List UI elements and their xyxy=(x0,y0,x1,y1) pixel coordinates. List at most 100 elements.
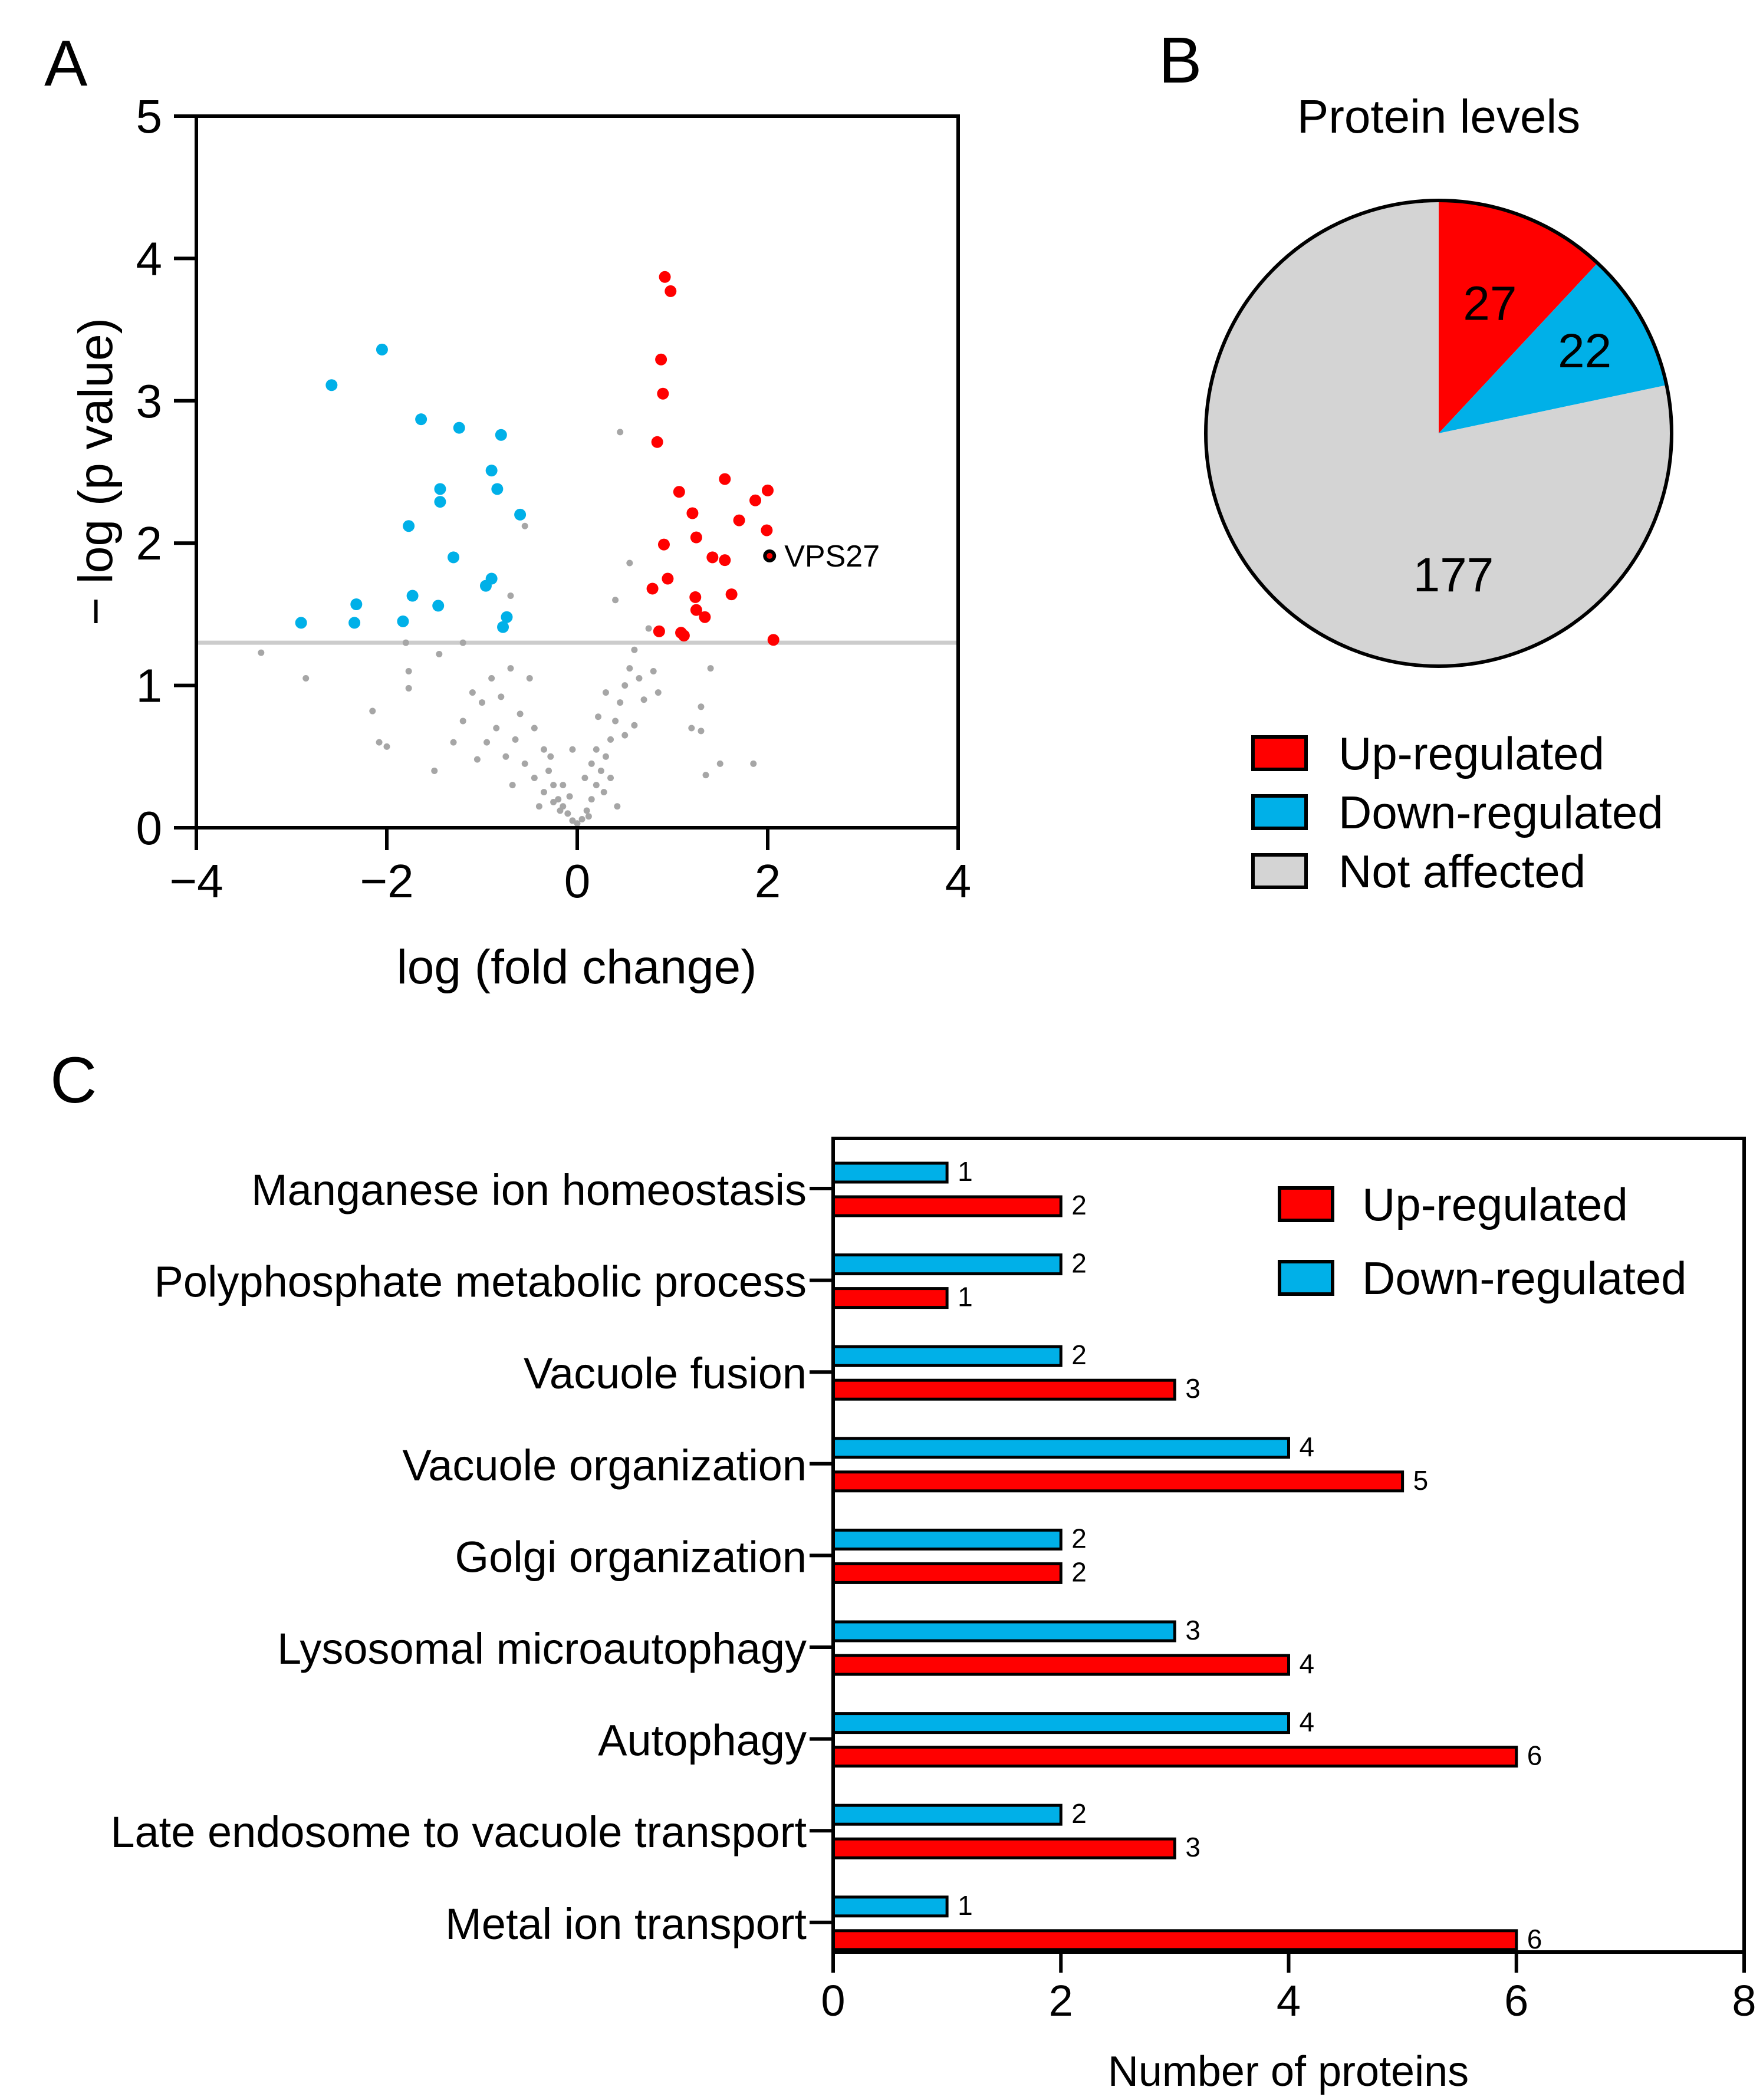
point-up-regulated xyxy=(725,588,738,601)
bar-legend-label-up: Up-regulated xyxy=(1362,1179,1628,1230)
point-not-affected xyxy=(507,665,514,672)
point-not-affected xyxy=(569,817,576,824)
y-tick-label: 0 xyxy=(136,802,163,854)
point-not-affected xyxy=(369,707,376,715)
pie-slice-value: 177 xyxy=(1413,548,1494,602)
bar-value-label: 3 xyxy=(1185,1615,1200,1645)
point-down-regulated xyxy=(403,520,415,532)
point-not-affected xyxy=(450,739,457,746)
point-not-affected xyxy=(597,767,604,774)
volcano-x-axis-title: log (fold change) xyxy=(397,940,757,994)
bar-x-tick-label: 6 xyxy=(1504,1976,1528,2025)
point-down-regulated xyxy=(501,611,513,623)
point-up-regulated xyxy=(767,634,779,646)
point-not-affected xyxy=(459,717,466,725)
bar-up-regulated xyxy=(831,1654,1290,1676)
bar-value-label: 2 xyxy=(1071,1523,1087,1553)
point-down-regulated xyxy=(376,343,388,356)
point-up-regulated xyxy=(749,494,762,506)
point-not-affected xyxy=(488,675,495,682)
category-label: Lysosomal microautophagy xyxy=(277,1624,807,1673)
x-tick-label: −4 xyxy=(169,855,223,907)
legend-swatch-down xyxy=(1251,794,1308,830)
point-down-regulated xyxy=(514,508,527,521)
point-not-affected xyxy=(585,813,592,820)
point-not-affected xyxy=(493,725,500,732)
point-not-affected xyxy=(698,703,705,710)
point-up-regulated xyxy=(673,486,685,498)
point-not-affected xyxy=(612,717,619,725)
point-down-regulated xyxy=(432,600,445,612)
bar-down-regulated xyxy=(831,1161,949,1184)
point-not-affected xyxy=(555,796,562,803)
bar-legend-label-down: Down-regulated xyxy=(1362,1252,1687,1304)
bar-legend-swatch-up xyxy=(1278,1186,1334,1222)
point-not-affected xyxy=(509,782,516,789)
point-up-regulated xyxy=(761,524,773,536)
point-down-regulated xyxy=(448,551,460,564)
point-not-affected xyxy=(540,789,547,796)
panel-label-a: A xyxy=(44,27,88,100)
point-not-affected xyxy=(531,775,538,782)
pie-legend: Up-regulated Down-regulated Not affected xyxy=(1251,728,1663,897)
bar-value-label: 1 xyxy=(958,1156,973,1187)
bar-down-regulated xyxy=(831,1345,1063,1367)
point-not-affected xyxy=(581,775,588,782)
bar-chart-legend: Up-regulated Down-regulated xyxy=(1278,1179,1687,1304)
point-not-affected xyxy=(650,667,657,674)
point-not-affected xyxy=(436,650,443,657)
legend-label-up: Up-regulated xyxy=(1338,728,1604,779)
bar-value-label: 2 xyxy=(1071,1190,1087,1220)
point-not-affected xyxy=(631,646,638,653)
point-down-regulated xyxy=(434,496,446,508)
bar-x-tick-label: 8 xyxy=(1732,1976,1756,2025)
bar-value-label: 2 xyxy=(1071,1556,1087,1587)
bar-up-regulated xyxy=(831,1470,1405,1493)
point-not-affected xyxy=(569,746,576,753)
point-down-regulated xyxy=(495,429,507,441)
bar-down-regulated xyxy=(831,1803,1063,1826)
point-not-affected xyxy=(617,429,624,436)
bar-value-label: 6 xyxy=(1527,1740,1542,1771)
pie-outline xyxy=(1204,199,1673,668)
point-down-regulated xyxy=(415,413,427,426)
point-up-regulated xyxy=(699,611,711,623)
point-not-affected xyxy=(431,767,438,774)
bar-down-regulated xyxy=(831,1437,1290,1459)
category-label: Metal ion transport xyxy=(445,1900,807,1948)
bar-value-label: 2 xyxy=(1071,1339,1087,1370)
pie-slice-up xyxy=(1439,200,1598,433)
point-not-affected xyxy=(521,522,528,529)
y-tick-label: 3 xyxy=(136,375,163,427)
point-up-regulated xyxy=(657,387,669,400)
pie-slice-value: 22 xyxy=(1558,324,1611,378)
point-not-affected xyxy=(750,760,757,767)
x-tick-label: 4 xyxy=(945,855,972,907)
point-not-affected xyxy=(636,675,643,682)
y-tick-label: 4 xyxy=(136,232,163,285)
point-not-affected xyxy=(402,639,409,646)
bar-down-regulated xyxy=(831,1895,949,1918)
point-not-affected xyxy=(607,775,614,782)
panel-label-b: B xyxy=(1159,24,1202,97)
point-not-affected xyxy=(531,725,538,732)
x-tick-label: −2 xyxy=(360,855,413,907)
point-not-affected xyxy=(645,625,652,632)
point-up-regulated xyxy=(690,604,702,616)
point-up-regulated xyxy=(662,572,674,585)
point-up-regulated xyxy=(762,484,774,496)
vps27-label: VPS27 xyxy=(784,539,880,574)
point-not-affected xyxy=(459,639,466,646)
point-not-affected xyxy=(566,793,573,800)
point-not-affected xyxy=(405,684,412,692)
point-not-affected xyxy=(517,710,524,717)
bar-up-regulated xyxy=(831,1287,949,1309)
point-not-affected xyxy=(698,728,705,735)
point-not-affected xyxy=(550,782,557,789)
point-not-affected xyxy=(607,736,614,743)
bar-x-tick-label: 0 xyxy=(821,1976,845,2025)
bar-value-label: 6 xyxy=(1527,1924,1542,1954)
point-not-affected xyxy=(631,722,638,729)
